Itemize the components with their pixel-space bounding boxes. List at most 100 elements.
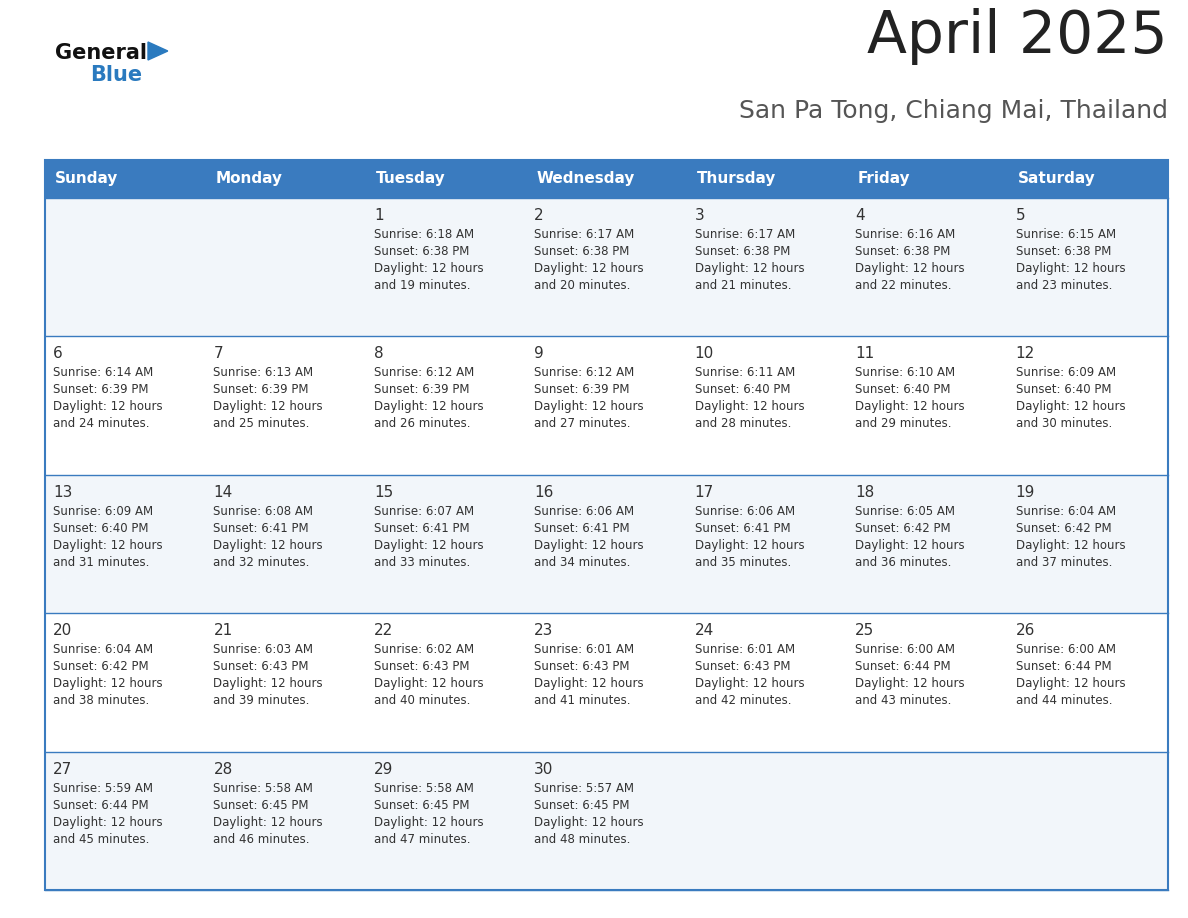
Text: Monday: Monday: [215, 172, 283, 186]
Text: Sunset: 6:41 PM: Sunset: 6:41 PM: [214, 521, 309, 535]
Polygon shape: [148, 42, 168, 60]
Text: Sunrise: 6:06 AM: Sunrise: 6:06 AM: [535, 505, 634, 518]
Text: Sunrise: 6:15 AM: Sunrise: 6:15 AM: [1016, 228, 1116, 241]
Text: Sunset: 6:41 PM: Sunset: 6:41 PM: [535, 521, 630, 535]
Text: and 31 minutes.: and 31 minutes.: [53, 555, 150, 569]
Text: Daylight: 12 hours: Daylight: 12 hours: [535, 815, 644, 829]
Text: Sunset: 6:45 PM: Sunset: 6:45 PM: [374, 799, 469, 812]
Text: Sunrise: 6:13 AM: Sunrise: 6:13 AM: [214, 366, 314, 379]
Text: Sunset: 6:45 PM: Sunset: 6:45 PM: [535, 799, 630, 812]
Bar: [45, 475, 1168, 613]
Text: Sunset: 6:42 PM: Sunset: 6:42 PM: [855, 521, 950, 535]
Text: Sunset: 6:42 PM: Sunset: 6:42 PM: [53, 660, 148, 673]
Text: 16: 16: [535, 485, 554, 499]
Text: 3: 3: [695, 208, 704, 223]
Text: Daylight: 12 hours: Daylight: 12 hours: [374, 815, 484, 829]
Text: Daylight: 12 hours: Daylight: 12 hours: [1016, 400, 1125, 413]
Text: Sunset: 6:44 PM: Sunset: 6:44 PM: [1016, 660, 1111, 673]
Text: Daylight: 12 hours: Daylight: 12 hours: [695, 677, 804, 690]
Text: Sunset: 6:43 PM: Sunset: 6:43 PM: [535, 660, 630, 673]
Text: General: General: [55, 43, 147, 63]
Text: 22: 22: [374, 623, 393, 638]
Text: 26: 26: [1016, 623, 1035, 638]
Text: Daylight: 12 hours: Daylight: 12 hours: [855, 262, 965, 275]
Text: Sunrise: 6:04 AM: Sunrise: 6:04 AM: [1016, 505, 1116, 518]
Text: Sunrise: 6:09 AM: Sunrise: 6:09 AM: [53, 505, 153, 518]
Text: and 21 minutes.: and 21 minutes.: [695, 279, 791, 292]
Text: 4: 4: [855, 208, 865, 223]
Text: Sunset: 6:39 PM: Sunset: 6:39 PM: [535, 384, 630, 397]
Text: Sunrise: 6:08 AM: Sunrise: 6:08 AM: [214, 505, 314, 518]
Text: Sunrise: 6:07 AM: Sunrise: 6:07 AM: [374, 505, 474, 518]
Text: 15: 15: [374, 485, 393, 499]
Text: and 26 minutes.: and 26 minutes.: [374, 418, 470, 431]
Text: Sunset: 6:40 PM: Sunset: 6:40 PM: [53, 521, 148, 535]
Text: Daylight: 12 hours: Daylight: 12 hours: [1016, 539, 1125, 552]
Text: Daylight: 12 hours: Daylight: 12 hours: [1016, 262, 1125, 275]
Text: Daylight: 12 hours: Daylight: 12 hours: [374, 262, 484, 275]
Text: Sunrise: 6:00 AM: Sunrise: 6:00 AM: [1016, 644, 1116, 656]
Text: Sunrise: 5:59 AM: Sunrise: 5:59 AM: [53, 781, 153, 795]
Text: Sunset: 6:43 PM: Sunset: 6:43 PM: [374, 660, 469, 673]
Text: 25: 25: [855, 623, 874, 638]
Text: Daylight: 12 hours: Daylight: 12 hours: [374, 400, 484, 413]
Text: Daylight: 12 hours: Daylight: 12 hours: [535, 400, 644, 413]
Text: Sunrise: 6:17 AM: Sunrise: 6:17 AM: [695, 228, 795, 241]
Text: and 38 minutes.: and 38 minutes.: [53, 694, 150, 707]
Text: Daylight: 12 hours: Daylight: 12 hours: [214, 400, 323, 413]
Text: and 29 minutes.: and 29 minutes.: [855, 418, 952, 431]
Bar: [45, 198, 1168, 336]
Text: 27: 27: [53, 762, 72, 777]
Text: and 37 minutes.: and 37 minutes.: [1016, 555, 1112, 569]
Text: 13: 13: [53, 485, 72, 499]
Text: and 47 minutes.: and 47 minutes.: [374, 833, 470, 845]
Text: Sunrise: 5:58 AM: Sunrise: 5:58 AM: [374, 781, 474, 795]
Text: Sunset: 6:43 PM: Sunset: 6:43 PM: [214, 660, 309, 673]
Text: Daylight: 12 hours: Daylight: 12 hours: [214, 539, 323, 552]
Text: and 19 minutes.: and 19 minutes.: [374, 279, 470, 292]
Text: Daylight: 12 hours: Daylight: 12 hours: [214, 815, 323, 829]
Text: and 43 minutes.: and 43 minutes.: [855, 694, 952, 707]
Text: Sunrise: 6:11 AM: Sunrise: 6:11 AM: [695, 366, 795, 379]
Text: and 42 minutes.: and 42 minutes.: [695, 694, 791, 707]
Text: Daylight: 12 hours: Daylight: 12 hours: [1016, 677, 1125, 690]
Text: Sunrise: 6:12 AM: Sunrise: 6:12 AM: [374, 366, 474, 379]
Text: 28: 28: [214, 762, 233, 777]
Text: Daylight: 12 hours: Daylight: 12 hours: [855, 539, 965, 552]
Text: Daylight: 12 hours: Daylight: 12 hours: [374, 677, 484, 690]
Text: Daylight: 12 hours: Daylight: 12 hours: [855, 677, 965, 690]
Text: Saturday: Saturday: [1018, 172, 1095, 186]
Text: Sunset: 6:39 PM: Sunset: 6:39 PM: [53, 384, 148, 397]
Text: Sunset: 6:41 PM: Sunset: 6:41 PM: [374, 521, 469, 535]
Text: and 30 minutes.: and 30 minutes.: [1016, 418, 1112, 431]
Text: Sunset: 6:39 PM: Sunset: 6:39 PM: [214, 384, 309, 397]
Text: Daylight: 12 hours: Daylight: 12 hours: [374, 539, 484, 552]
Text: and 44 minutes.: and 44 minutes.: [1016, 694, 1112, 707]
Text: 10: 10: [695, 346, 714, 362]
Text: Sunset: 6:39 PM: Sunset: 6:39 PM: [374, 384, 469, 397]
Text: Sunrise: 6:05 AM: Sunrise: 6:05 AM: [855, 505, 955, 518]
Text: and 41 minutes.: and 41 minutes.: [535, 694, 631, 707]
Text: and 34 minutes.: and 34 minutes.: [535, 555, 631, 569]
Text: Sunrise: 6:00 AM: Sunrise: 6:00 AM: [855, 644, 955, 656]
Text: and 36 minutes.: and 36 minutes.: [855, 555, 952, 569]
Text: Sunday: Sunday: [55, 172, 119, 186]
Text: Sunset: 6:38 PM: Sunset: 6:38 PM: [855, 245, 950, 258]
Text: Sunset: 6:44 PM: Sunset: 6:44 PM: [855, 660, 950, 673]
Bar: [45, 336, 1168, 475]
Text: Sunrise: 6:01 AM: Sunrise: 6:01 AM: [535, 644, 634, 656]
Text: 17: 17: [695, 485, 714, 499]
Text: Daylight: 12 hours: Daylight: 12 hours: [695, 539, 804, 552]
Text: and 46 minutes.: and 46 minutes.: [214, 833, 310, 845]
Text: 23: 23: [535, 623, 554, 638]
Text: 14: 14: [214, 485, 233, 499]
Text: Sunset: 6:38 PM: Sunset: 6:38 PM: [695, 245, 790, 258]
Bar: [45, 613, 1168, 752]
Text: 19: 19: [1016, 485, 1035, 499]
Text: Sunrise: 5:58 AM: Sunrise: 5:58 AM: [214, 781, 314, 795]
Text: Daylight: 12 hours: Daylight: 12 hours: [695, 400, 804, 413]
Text: Daylight: 12 hours: Daylight: 12 hours: [535, 539, 644, 552]
Text: Sunrise: 6:01 AM: Sunrise: 6:01 AM: [695, 644, 795, 656]
Text: Sunset: 6:40 PM: Sunset: 6:40 PM: [695, 384, 790, 397]
Text: April 2025: April 2025: [867, 8, 1168, 65]
